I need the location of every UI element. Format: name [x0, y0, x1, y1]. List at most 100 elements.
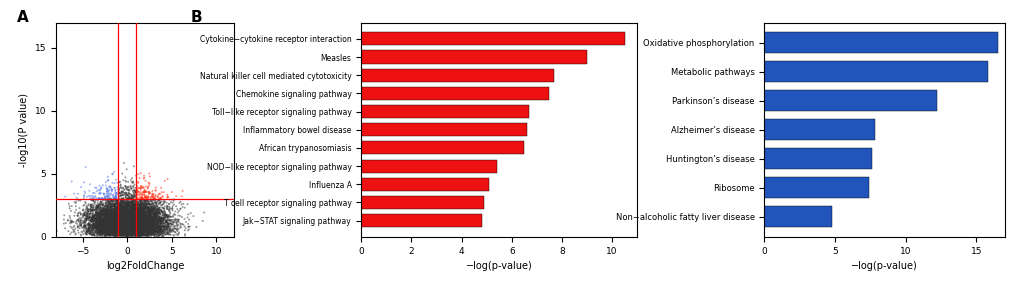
- Point: [133, 229, 150, 234]
- Point: [100, 213, 116, 218]
- Point: [105, 227, 121, 232]
- Point: [83, 209, 99, 213]
- Point: [133, 229, 150, 233]
- Point: [94, 224, 110, 229]
- Point: [111, 219, 127, 224]
- Point: [110, 216, 126, 221]
- Point: [126, 224, 143, 229]
- Point: [111, 210, 127, 215]
- Point: [104, 213, 120, 217]
- Point: [102, 217, 118, 222]
- Point: [98, 230, 114, 234]
- Point: [121, 222, 138, 226]
- Point: [129, 219, 146, 223]
- Point: [109, 228, 125, 233]
- Point: [107, 204, 123, 209]
- Point: [123, 221, 140, 225]
- Point: [103, 213, 119, 217]
- Point: [130, 219, 147, 223]
- Point: [106, 233, 122, 238]
- Point: [94, 227, 110, 232]
- Point: [120, 220, 137, 224]
- Point: [92, 220, 108, 224]
- Point: [108, 207, 124, 212]
- Point: [83, 231, 99, 235]
- Point: [126, 188, 143, 192]
- Point: [130, 206, 147, 210]
- Point: [127, 225, 144, 230]
- Point: [118, 214, 135, 219]
- Point: [121, 227, 138, 231]
- Point: [136, 202, 152, 206]
- Point: [124, 216, 141, 221]
- Point: [111, 221, 127, 226]
- Point: [85, 209, 101, 214]
- Point: [126, 192, 143, 197]
- Point: [153, 231, 169, 236]
- Point: [84, 218, 100, 222]
- Point: [143, 219, 159, 223]
- Point: [118, 228, 135, 233]
- Point: [105, 231, 121, 236]
- Point: [144, 201, 160, 206]
- Point: [122, 230, 139, 234]
- Point: [111, 191, 127, 195]
- Point: [103, 223, 119, 227]
- Point: [107, 224, 123, 228]
- Point: [98, 221, 114, 226]
- Point: [128, 214, 145, 219]
- Point: [141, 232, 157, 236]
- Point: [90, 204, 106, 208]
- Point: [111, 228, 127, 232]
- Point: [107, 215, 123, 220]
- Point: [90, 220, 106, 225]
- Point: [102, 214, 118, 219]
- Point: [100, 208, 116, 212]
- Point: [109, 225, 125, 230]
- Point: [179, 202, 196, 206]
- Point: [110, 232, 126, 236]
- Point: [122, 222, 139, 226]
- Point: [131, 206, 148, 211]
- Point: [131, 229, 148, 234]
- Point: [119, 201, 136, 206]
- Point: [125, 222, 142, 227]
- Point: [94, 221, 110, 226]
- Point: [148, 228, 164, 233]
- Point: [130, 226, 147, 231]
- Point: [137, 205, 153, 210]
- Point: [128, 222, 145, 226]
- Point: [127, 206, 144, 211]
- Point: [113, 202, 129, 206]
- Point: [149, 219, 165, 223]
- Point: [114, 230, 130, 234]
- Point: [128, 221, 145, 225]
- Point: [143, 218, 159, 223]
- Point: [143, 220, 159, 224]
- Point: [117, 212, 133, 217]
- Point: [144, 221, 160, 225]
- Point: [117, 227, 133, 232]
- Point: [146, 211, 162, 215]
- Point: [104, 214, 120, 218]
- Point: [109, 227, 125, 232]
- Point: [141, 224, 157, 228]
- Point: [113, 196, 129, 201]
- Point: [108, 198, 124, 202]
- Point: [92, 187, 108, 192]
- Point: [123, 215, 140, 219]
- Point: [113, 227, 129, 232]
- Point: [132, 214, 149, 219]
- Point: [84, 227, 100, 231]
- Point: [128, 208, 145, 212]
- Point: [139, 219, 155, 224]
- Point: [119, 209, 136, 213]
- Point: [119, 215, 136, 220]
- Point: [93, 222, 109, 227]
- Point: [124, 225, 141, 230]
- Point: [107, 216, 123, 221]
- Point: [109, 220, 125, 225]
- Point: [127, 224, 144, 228]
- Point: [140, 197, 156, 202]
- Point: [113, 234, 129, 238]
